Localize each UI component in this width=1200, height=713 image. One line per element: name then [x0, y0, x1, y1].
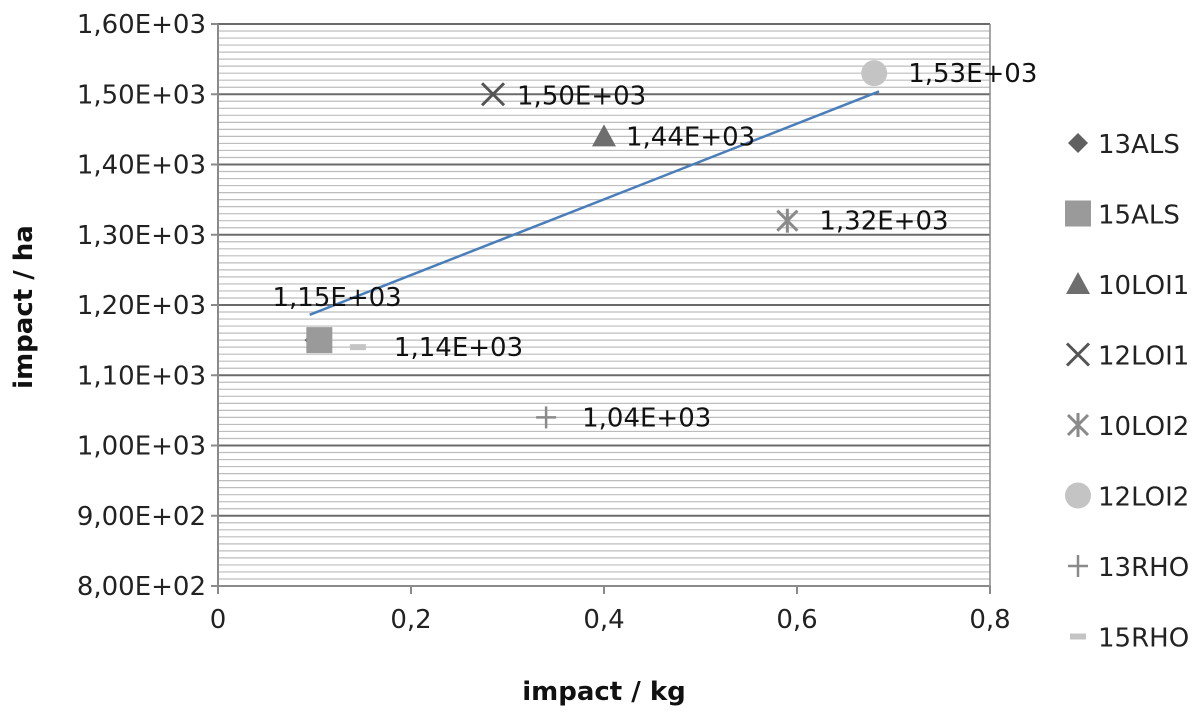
trendline-linear [309, 90, 880, 316]
legend-marker-10loi1 [1066, 272, 1090, 294]
legend-marker-12loi1-stroke [1065, 342, 1091, 367]
legend-marker-13als [1068, 133, 1088, 153]
data-label-12loi2: 1,53E+03 [908, 59, 1037, 89]
legend-marker-13rho [1068, 555, 1088, 577]
point-13rho [536, 406, 557, 429]
legend-label-15als: 15ALS [1098, 201, 1180, 231]
point-15rho [349, 344, 366, 351]
gridlines [218, 23, 991, 587]
point-15als [306, 327, 333, 354]
data-label-12loi1: 1,50E+03 [517, 81, 646, 111]
legend-label-10loi2: 10LOI2 [1098, 412, 1189, 442]
y-axis-title: impact / ha [9, 225, 39, 389]
x-tick-label: 0,4 [583, 605, 624, 635]
legend: 13ALS 15ALS 10LOI1 12LOI1 10LOI2 12LOI2 13RHO 1… [1065, 130, 1189, 654]
legend-label-12loi2: 12LOI2 [1098, 483, 1189, 513]
y-tick-label: 1,40E+03 [77, 151, 206, 181]
point-10loi1 [592, 124, 616, 147]
legend-label-13rho: 13RHO [1098, 553, 1189, 583]
point-12loi1 [480, 82, 506, 107]
point-12loi1-stroke [480, 82, 506, 107]
y-tick-label: 1,60E+03 [77, 10, 206, 40]
y-tick-label: 8,00E+02 [77, 572, 206, 602]
legend-label-10loi1: 10LOI1 [1098, 271, 1189, 301]
legend-label-13als: 13ALS [1098, 130, 1180, 160]
legend-marker-10loi2 [1066, 413, 1090, 437]
data-label-10loi1: 1,44E+03 [626, 122, 755, 152]
point-10loi2 [776, 208, 799, 233]
x-tick-label: 0,6 [776, 605, 817, 635]
x-tick-label: 0,2 [390, 605, 431, 635]
data-label-10loi2: 1,32E+03 [819, 207, 948, 237]
tick-labels: 8,00E+02 9,00E+02 1,00E+03 1,10E+03 1,20E+03… [77, 10, 1011, 635]
x-tick-label: 0 [210, 605, 227, 635]
y-tick-label: 1,20E+03 [77, 291, 206, 321]
y-tick-label: 1,00E+03 [77, 432, 206, 462]
legend-marker-15als [1065, 200, 1091, 227]
data-label-13rho: 1,04E+03 [582, 403, 711, 433]
data-labels: 1,15E+03 1,44E+03 1,50E+03 1,32E+03 1,53E+03… [273, 59, 1038, 433]
legend-marker-15rho [1070, 633, 1086, 640]
data-label-13als: 1,15E+03 [273, 283, 402, 313]
data-label-15rho: 1,14E+03 [394, 333, 523, 363]
legend-label-15rho: 15RHO [1098, 624, 1189, 654]
legend-label-12loi1: 12LOI1 [1098, 342, 1189, 372]
y-tick-label: 1,10E+03 [77, 361, 206, 391]
axes [211, 23, 991, 594]
point-12loi2 [861, 60, 888, 87]
x-axis-title: impact / kg [522, 677, 686, 707]
y-tick-label: 1,50E+03 [77, 80, 206, 110]
data-points [304, 60, 888, 429]
trendline [309, 90, 880, 316]
x-tick-label: 0,8 [969, 605, 1010, 635]
legend-marker-12loi2 [1065, 482, 1091, 509]
y-tick-label: 1,30E+03 [77, 221, 206, 251]
y-tick-label: 9,00E+02 [77, 502, 206, 532]
legend-marker-12loi1 [1065, 342, 1091, 367]
